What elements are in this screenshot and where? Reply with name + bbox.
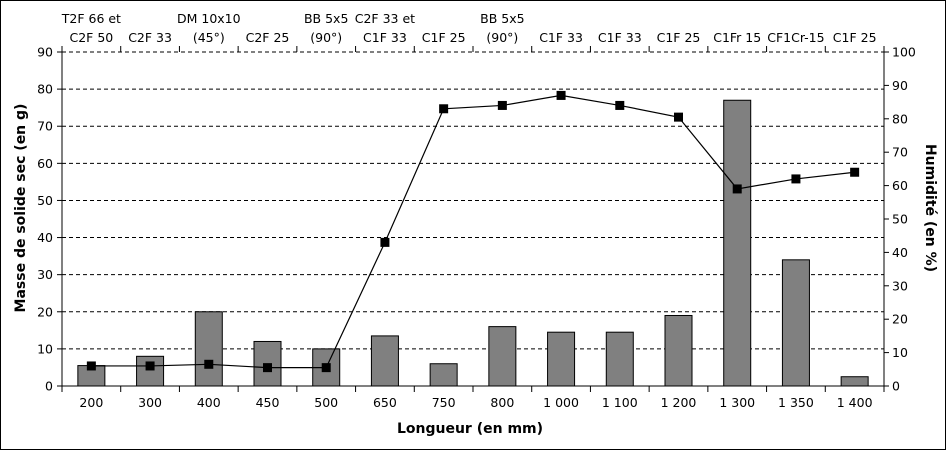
- bar: [488, 326, 517, 387]
- top-label-line2: C2F 50: [69, 30, 113, 45]
- bar: [781, 259, 810, 387]
- humidity-marker: [556, 90, 566, 100]
- x-tick-label: 1 100: [602, 395, 638, 410]
- y-tick-label: 20: [37, 304, 53, 319]
- humidity-marker: [850, 167, 860, 177]
- top-label-line2: C1F 33: [539, 30, 583, 45]
- axes: [57, 46, 889, 392]
- bar: [370, 335, 399, 387]
- humidity-marker: [145, 361, 155, 371]
- x-tick-label: 1 300: [719, 395, 755, 410]
- humidity-marker: [380, 237, 390, 247]
- bar: [664, 314, 693, 387]
- x-tick-label: 1 400: [837, 395, 873, 410]
- top-label-line1: C2F 33 et: [355, 11, 415, 26]
- x-tick-label: 450: [256, 395, 280, 410]
- y2-tick-label: 30: [892, 278, 908, 293]
- y-tick-label: 40: [37, 230, 53, 245]
- top-label-line1: T2F 66 et: [61, 11, 121, 26]
- x-tick-label: 1 350: [778, 395, 814, 410]
- top-label-line2: (90°): [486, 30, 518, 45]
- humidity-marker: [439, 104, 449, 114]
- y2-tick-label: 70: [892, 145, 908, 160]
- humidity-marker: [86, 361, 96, 371]
- top-label-line2: C1Fr 15: [713, 30, 761, 45]
- bar: [136, 355, 165, 387]
- y-tick-label: 60: [37, 156, 53, 171]
- humidity-marker: [204, 359, 214, 369]
- top-label-line2: (90°): [310, 30, 342, 45]
- x-tick-label: 1 200: [661, 395, 697, 410]
- y2-tick-label: 20: [892, 312, 908, 327]
- y2-tick-label: 0: [892, 379, 900, 394]
- y-tick-label: 30: [37, 267, 53, 282]
- humidity-line: [91, 94, 855, 369]
- top-label-line2: C1F 25: [657, 30, 701, 45]
- y-tick-label: 0: [45, 379, 53, 394]
- y2-tick-label: 10: [892, 345, 908, 360]
- bar: [840, 376, 869, 387]
- y-tick-label: 10: [37, 341, 53, 356]
- y2-tick-label: 90: [892, 78, 908, 93]
- top-label-line2: CF1Cr-15: [767, 30, 824, 45]
- y2-tick-label: 40: [892, 245, 908, 260]
- y2-axis-title: Humidité (en %): [922, 144, 938, 272]
- top-label-line1: DM 10x10: [177, 11, 241, 26]
- x-tick-label: 200: [79, 395, 103, 410]
- bar: [429, 363, 458, 387]
- y-tick-label: 80: [37, 82, 53, 97]
- top-label-line2: C1F 25: [833, 30, 877, 45]
- humidity-marker: [791, 174, 801, 184]
- x-tick-label: 500: [314, 395, 338, 410]
- x-tick-label: 300: [138, 395, 162, 410]
- humidity-marker: [732, 184, 742, 194]
- bar: [605, 331, 634, 387]
- top-label-line2: C1F 25: [422, 30, 466, 45]
- humidity-marker: [497, 100, 507, 110]
- humidity-marker: [674, 112, 683, 122]
- x-tick-label: 1 000: [543, 395, 579, 410]
- top-category-labels: T2F 66 et C2F 50 C2F 33 DM 10x10 (45°) C2F 25…: [61, 11, 877, 45]
- y2-tick-label: 80: [892, 111, 908, 126]
- top-label-line2: C2F 33: [128, 30, 172, 45]
- x-tick-label: 800: [490, 395, 514, 410]
- top-label-line2: C1F 33: [363, 30, 407, 45]
- bar: [547, 331, 576, 387]
- x-tick-label: 650: [373, 395, 397, 410]
- y-tick-label: 50: [37, 193, 53, 208]
- top-label-line2: (45°): [193, 30, 225, 45]
- humidity-marker: [263, 363, 272, 373]
- humidity-marker: [321, 363, 331, 373]
- y-tick-label: 90: [37, 45, 53, 60]
- humidity-marker: [615, 100, 625, 110]
- y2-tick-label: 60: [892, 178, 908, 193]
- top-label-line1: BB 5x5: [304, 11, 348, 26]
- x-tick-label: 750: [432, 395, 456, 410]
- tick-labels: 0 10 20 30 40 50 60 70 80 90 0 10 20 30 40 50 60 70 80 90 10…: [37, 45, 916, 411]
- bar-series: [77, 99, 869, 387]
- x-axis-title: Longueur (en mm): [397, 421, 543, 437]
- bar: [723, 99, 752, 387]
- bar: [194, 311, 223, 387]
- y-tick-label: 70: [37, 119, 53, 134]
- y-axis-title: Masse de solide sec (en g): [13, 104, 29, 313]
- y2-tick-label: 100: [892, 45, 916, 60]
- top-label-line1: BB 5x5: [480, 11, 524, 26]
- line-series: [86, 90, 860, 373]
- top-label-line2: C1F 33: [598, 30, 642, 45]
- x-tick-label: 400: [197, 395, 221, 410]
- top-label-line2: C2F 25: [246, 30, 290, 45]
- y2-tick-label: 50: [892, 212, 908, 227]
